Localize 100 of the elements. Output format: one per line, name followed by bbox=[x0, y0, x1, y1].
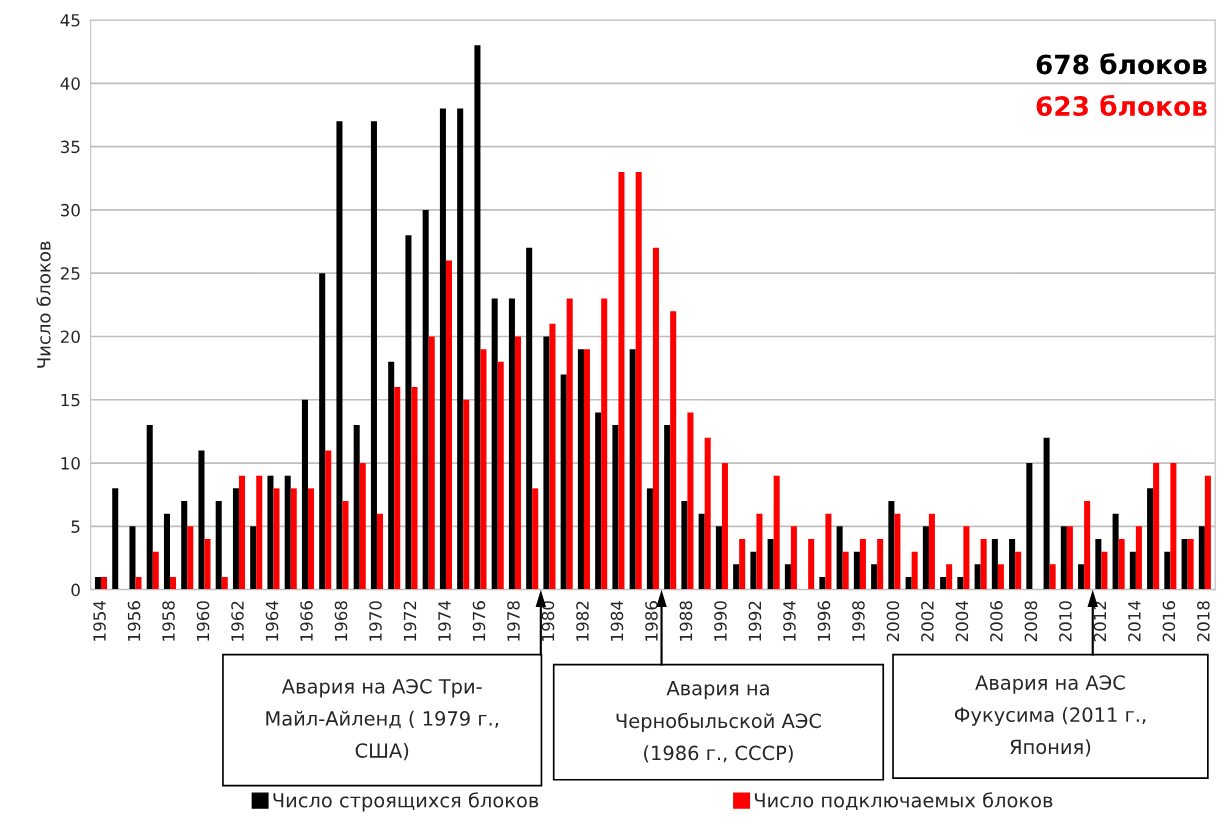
bar bbox=[238, 475, 246, 590]
x-tick-label: 1984 bbox=[610, 600, 624, 641]
legend-label: Число подключаемых блоков bbox=[754, 792, 1053, 811]
bar bbox=[922, 526, 929, 590]
bar bbox=[307, 488, 315, 590]
bar bbox=[681, 501, 688, 590]
x-tick-label: 2014 bbox=[1128, 600, 1141, 642]
x-tick-label: 1962 bbox=[231, 601, 244, 641]
bar bbox=[997, 564, 1004, 590]
bar bbox=[853, 551, 860, 590]
bar bbox=[1095, 539, 1102, 590]
bar bbox=[652, 247, 659, 590]
bar bbox=[101, 576, 108, 590]
x-tick-label: 2004 bbox=[955, 600, 969, 642]
bar bbox=[1204, 475, 1211, 590]
bar bbox=[325, 450, 332, 590]
bar bbox=[1153, 463, 1160, 590]
bar bbox=[508, 298, 515, 590]
bar bbox=[1129, 551, 1136, 590]
x-tick-label: 1978 bbox=[507, 601, 520, 641]
bar bbox=[859, 539, 866, 590]
x-tick-label: 1972 bbox=[403, 601, 417, 641]
bar bbox=[1170, 463, 1177, 590]
bar bbox=[1147, 488, 1154, 590]
text: Авария на Чернобыльской АЭС (1986 г., СССР) bbox=[616, 681, 821, 763]
x-tick-label: 1970 bbox=[369, 601, 382, 641]
text: Авария на АЭС Фукусима (2011 г., Япония) bbox=[954, 675, 1146, 757]
bar bbox=[750, 551, 757, 590]
bar bbox=[940, 576, 947, 590]
bar bbox=[163, 513, 170, 590]
bar bbox=[1043, 437, 1050, 590]
bar bbox=[411, 387, 418, 590]
bar bbox=[991, 539, 998, 590]
y-tick-label: 5 bbox=[71, 520, 80, 533]
bar bbox=[601, 298, 608, 590]
bar bbox=[342, 501, 349, 590]
bar bbox=[394, 387, 401, 590]
bar bbox=[1112, 513, 1119, 590]
bar bbox=[595, 412, 602, 590]
bar bbox=[543, 336, 550, 590]
bar bbox=[1164, 551, 1171, 590]
bar bbox=[1009, 539, 1016, 590]
y-tick-label: 30 bbox=[60, 203, 80, 217]
y-tick-label: 15 bbox=[61, 393, 80, 407]
bar bbox=[405, 235, 412, 590]
bar bbox=[946, 564, 953, 590]
bar bbox=[1066, 526, 1073, 590]
y-axis-title: Число блоков bbox=[36, 241, 51, 368]
bar bbox=[566, 298, 573, 590]
bar bbox=[911, 551, 918, 590]
bar bbox=[497, 361, 504, 590]
x-tick-label: 1988 bbox=[679, 601, 693, 641]
bar bbox=[480, 349, 487, 590]
bar bbox=[808, 539, 815, 590]
bar bbox=[704, 437, 711, 590]
bar bbox=[612, 425, 619, 590]
bar bbox=[146, 425, 153, 590]
x-tick-label: 1998 bbox=[852, 601, 865, 641]
y-tick-label: 20 bbox=[60, 330, 80, 344]
bar bbox=[1135, 526, 1142, 590]
bar bbox=[514, 336, 521, 590]
bar bbox=[353, 425, 360, 590]
x-tick-label: 1986 bbox=[645, 601, 658, 641]
bar bbox=[428, 336, 435, 590]
y-tick-label: 45 bbox=[60, 14, 80, 27]
bar bbox=[1015, 551, 1022, 590]
bar bbox=[767, 539, 774, 590]
bar bbox=[957, 576, 964, 590]
bar bbox=[549, 323, 556, 590]
bar bbox=[204, 539, 211, 590]
bar bbox=[439, 108, 446, 590]
bar bbox=[284, 475, 291, 590]
bar bbox=[232, 488, 239, 590]
bar bbox=[422, 209, 429, 590]
bar bbox=[980, 539, 987, 590]
x-tick-label: 2010 bbox=[1059, 601, 1072, 642]
bar bbox=[1187, 539, 1194, 590]
bar bbox=[370, 121, 377, 590]
bar bbox=[445, 260, 452, 590]
bar bbox=[152, 551, 159, 590]
bar bbox=[256, 475, 263, 590]
bar bbox=[376, 513, 383, 590]
bar bbox=[905, 576, 912, 590]
bar bbox=[670, 311, 677, 590]
x-tick-label: 2016 bbox=[1162, 601, 1176, 642]
bar bbox=[698, 513, 705, 590]
bar bbox=[733, 564, 740, 590]
bar bbox=[790, 526, 797, 590]
bar bbox=[739, 539, 746, 590]
bar bbox=[664, 425, 671, 590]
text: Авария на АЭС Три- Майл-Айленд ( 1979 г., США) bbox=[266, 678, 499, 761]
bar bbox=[491, 298, 498, 590]
x-tick-label: 1990 bbox=[714, 601, 727, 641]
bar bbox=[784, 564, 791, 590]
bar bbox=[635, 171, 642, 590]
bar bbox=[1198, 526, 1205, 590]
bar bbox=[526, 247, 533, 590]
x-tick-label: 1976 bbox=[472, 601, 486, 641]
bar bbox=[94, 576, 101, 590]
bar bbox=[756, 513, 763, 590]
